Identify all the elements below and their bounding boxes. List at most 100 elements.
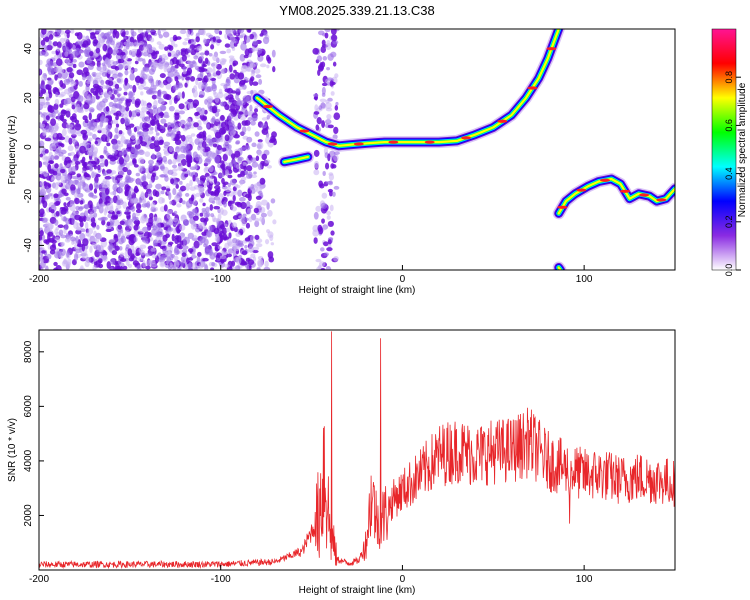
noise-dot [79, 200, 84, 205]
noise-dot [321, 192, 328, 199]
noise-dot [142, 45, 146, 53]
noise-dot [320, 267, 326, 270]
noise-dot [266, 165, 273, 169]
noise-dot [161, 105, 167, 112]
noise-dot [177, 82, 183, 86]
noise-dot [229, 73, 236, 80]
noise-dot [39, 68, 42, 74]
noise-dot [228, 232, 232, 239]
noise-dot [72, 157, 79, 163]
noise-dot [64, 224, 69, 231]
noise-dot [72, 58, 77, 63]
noise-dot [106, 142, 111, 147]
y-tick-label: -40 [23, 238, 34, 253]
noise-dot [74, 123, 82, 131]
noise-dot [204, 98, 208, 105]
noise-dot [127, 248, 133, 257]
noise-dot [64, 135, 70, 143]
noise-dot [160, 29, 167, 32]
noise-dot [254, 68, 261, 74]
noise-dot [326, 77, 333, 81]
noise-dot [41, 185, 46, 192]
noise-dot [68, 137, 73, 145]
ridge-peak [557, 205, 568, 209]
noise-dot [170, 66, 175, 70]
noise-dot [167, 161, 174, 165]
noise-dot [154, 135, 159, 142]
noise-dot [76, 69, 84, 76]
noise-dot [141, 175, 146, 182]
noise-dot [321, 120, 326, 128]
noise-dot [239, 146, 246, 152]
noise-dot [312, 229, 320, 237]
noise-dot [179, 224, 186, 231]
noise-dot [247, 111, 254, 115]
noise-dot [91, 242, 98, 247]
noise-dot [134, 185, 139, 194]
noise-dot [119, 220, 125, 225]
noise-dot [116, 210, 121, 215]
noise-dot [71, 189, 76, 196]
noise-dot [92, 133, 97, 140]
noise-dot [219, 255, 227, 260]
noise-dot [128, 123, 135, 128]
spectrogram-plot-area [39, 29, 675, 270]
noise-dot [40, 75, 48, 82]
noise-dot [86, 57, 93, 64]
noise-dot [130, 146, 136, 153]
noise-dot [152, 189, 158, 197]
noise-dot [134, 98, 141, 106]
noise-dot [78, 61, 85, 68]
snr-x-axis-label: Height of straight line (km) [299, 585, 416, 596]
noise-dot [169, 262, 173, 268]
x-tick-label: -200 [29, 274, 49, 285]
noise-dot [241, 45, 247, 51]
noise-dot [322, 56, 328, 61]
noise-dot [321, 82, 328, 87]
noise-dot [65, 196, 71, 201]
noise-dot [255, 74, 262, 79]
noise-dot [221, 58, 227, 63]
noise-dot [106, 221, 111, 227]
noise-dot [211, 84, 217, 92]
noise-dot [146, 173, 152, 180]
noise-dot [321, 218, 325, 224]
noise-dot [54, 125, 59, 132]
noise-dot [104, 58, 111, 67]
noise-dot [111, 138, 118, 145]
noise-dot [49, 249, 56, 255]
spectrogram-y-axis-label: Frequency (Hz) [7, 116, 18, 185]
noise-dot [112, 73, 118, 79]
noise-dot [101, 62, 106, 66]
colorbar: 0.0 0.2 0.4 0.6 0.8 Normalized spectral ampl… [711, 28, 748, 277]
noise-dot [253, 207, 259, 214]
noise-dot [83, 204, 89, 210]
noise-dot [231, 206, 237, 212]
noise-dot [192, 199, 198, 206]
noise-dot [39, 181, 45, 186]
noise-dot [99, 102, 106, 110]
noise-dot [261, 199, 268, 206]
noise-dot [138, 149, 145, 156]
noise-dot [232, 100, 238, 107]
noise-dot [246, 126, 251, 132]
noise-dot [252, 114, 258, 122]
noise-dot [75, 229, 82, 235]
chart-title: YM08.2025.339.21.13.C38 [279, 3, 434, 18]
noise-dot [271, 49, 276, 58]
colorbar-tick-label: 0.0 [724, 264, 734, 277]
noise-dot [64, 179, 70, 184]
noise-dot [55, 226, 60, 231]
noise-dot [136, 264, 142, 270]
noise-dot [223, 140, 230, 145]
noise-dot [166, 256, 172, 264]
noise-dot [164, 251, 171, 257]
noise-dot [333, 112, 341, 121]
noise-dot [147, 130, 154, 135]
noise-dot [139, 77, 144, 84]
noise-dot [232, 215, 239, 220]
noise-dot [210, 267, 215, 270]
noise-dot [325, 181, 333, 185]
noise-dot [58, 151, 64, 157]
noise-dot [93, 181, 98, 189]
